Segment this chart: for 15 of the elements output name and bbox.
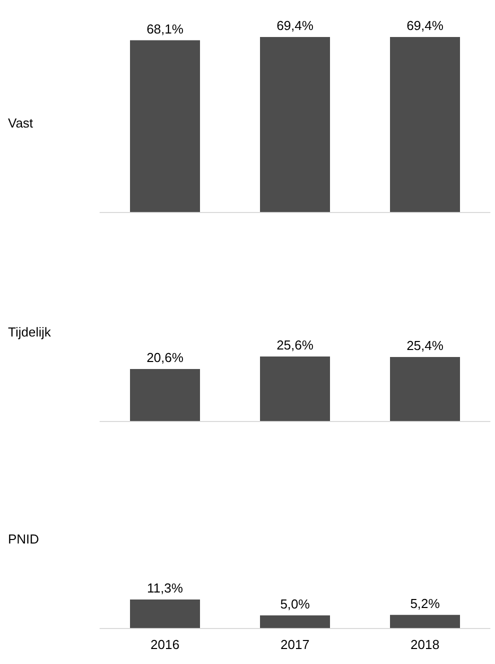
data-label: 5,2% bbox=[410, 596, 440, 611]
y-axis-title: Tijdelijk bbox=[8, 324, 52, 340]
data-label: 69,4% bbox=[406, 18, 444, 33]
x-tick-label: 2017 bbox=[280, 637, 310, 652]
data-label: 68,1% bbox=[146, 21, 184, 36]
data-label: 69,4% bbox=[276, 18, 314, 33]
data-label: 5,0% bbox=[280, 596, 310, 612]
x-tick-label: 2016 bbox=[150, 637, 180, 652]
data-label: 20,6% bbox=[146, 350, 184, 366]
y-axis-title: PNID bbox=[8, 532, 40, 546]
data-label: 25,4% bbox=[406, 338, 444, 353]
data-label: 25,6% bbox=[276, 337, 314, 352]
x-tick-label: 2018 bbox=[410, 637, 440, 652]
y-axis-title: Vast bbox=[8, 116, 34, 130]
data-label: 11,3% bbox=[147, 580, 184, 596]
